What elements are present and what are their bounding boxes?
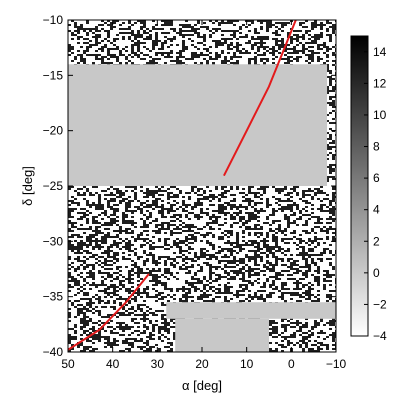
red-curve (223, 20, 297, 176)
colorbar-tick-label: 4 (373, 203, 380, 217)
y-axis-label: δ [deg] (20, 166, 35, 206)
y-tick-label: −25 (43, 179, 64, 193)
masked-region (166, 302, 336, 319)
x-tick-label: 10 (240, 357, 254, 371)
masked-region (68, 64, 328, 186)
y-tick-label: −20 (43, 124, 64, 138)
y-tick-label: −35 (43, 290, 64, 304)
colorbar-tick-label: 12 (373, 76, 387, 90)
x-tick-label: 30 (151, 357, 165, 371)
x-axis-label: α [deg] (182, 378, 222, 393)
x-tick-label: 50 (61, 357, 75, 371)
x-tick-label: 20 (195, 357, 209, 371)
colorbar-ticks: 14 12 10 8 6 4 2 0 −2 −4 (364, 45, 387, 343)
masked-regions (68, 64, 336, 352)
x-tick-label: 0 (288, 357, 295, 371)
red-curves (68, 20, 297, 351)
y-tick-label: −10 (43, 13, 64, 27)
masked-region (175, 318, 269, 352)
red-curve (68, 273, 150, 351)
y-ticks: −10 −15 −20 −25 −30 −35 −40 (43, 13, 336, 359)
x-tick-label: 40 (106, 357, 120, 371)
x-ticks: 50 40 30 20 10 0 −10 (61, 20, 347, 371)
colorbar-tick-label: 8 (373, 140, 380, 154)
y-tick-label: −40 (43, 345, 64, 359)
y-tick-label: −30 (43, 234, 64, 248)
colorbar-tick-label: 0 (373, 266, 380, 280)
colorbar-tick-label: 14 (373, 45, 387, 59)
colorbar (350, 35, 369, 337)
colorbar-tick-label: 2 (373, 234, 380, 248)
y-tick-label: −15 (43, 68, 64, 82)
x-tick-label: −10 (326, 357, 347, 371)
colorbar-tick-label: 10 (373, 108, 387, 122)
colorbar-tick-label: 6 (373, 171, 380, 185)
colorbar-tick-label: −4 (373, 329, 387, 343)
colorbar-tick-label: −2 (373, 297, 387, 311)
